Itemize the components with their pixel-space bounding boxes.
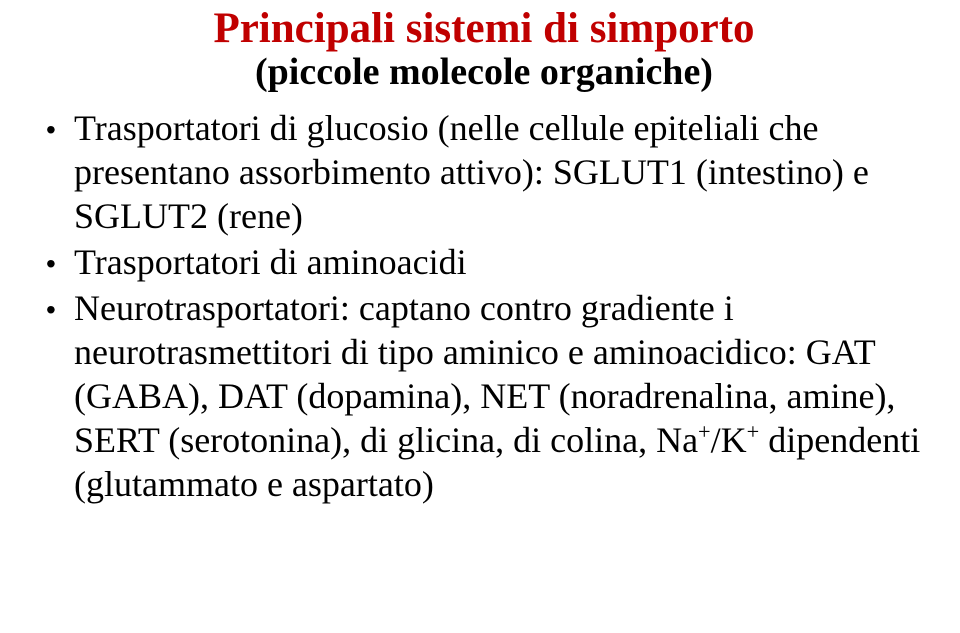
slide: Principali sistemi di simporto (piccole … [0,0,960,633]
bullet-text: Trasportatori di glucosio (nelle cellule… [74,108,869,236]
title-line2: (piccole molecole organiche) [40,52,928,93]
bullet-text: Trasportatori di aminoacidi [74,242,467,282]
list-item: Neurotrasportatori: captano contro gradi… [40,287,928,507]
bullet-text: Neurotrasportatori: captano contro gradi… [74,288,920,504]
slide-title: Principali sistemi di simporto (piccole … [40,6,928,93]
title-line1: Principali sistemi di simporto [40,6,928,52]
bullet-list: Trasportatori di glucosio (nelle cellule… [40,107,928,506]
list-item: Trasportatori di aminoacidi [40,241,928,285]
list-item: Trasportatori di glucosio (nelle cellule… [40,107,928,239]
